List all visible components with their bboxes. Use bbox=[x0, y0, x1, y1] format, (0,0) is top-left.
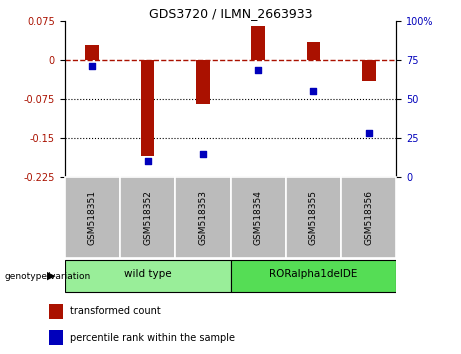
Point bbox=[310, 88, 317, 94]
Bar bbox=[48, 304, 63, 319]
Bar bbox=[48, 330, 63, 345]
Text: GSM518355: GSM518355 bbox=[309, 190, 318, 245]
Text: ▶: ▶ bbox=[47, 271, 55, 281]
FancyBboxPatch shape bbox=[230, 177, 286, 258]
Text: GSM518356: GSM518356 bbox=[364, 190, 373, 245]
Bar bbox=[251, 27, 265, 60]
FancyBboxPatch shape bbox=[175, 177, 230, 258]
Bar bbox=[85, 45, 99, 60]
Point bbox=[144, 159, 151, 164]
Text: GSM518353: GSM518353 bbox=[198, 190, 207, 245]
Point bbox=[89, 64, 96, 69]
Text: GSM518351: GSM518351 bbox=[88, 190, 97, 245]
FancyBboxPatch shape bbox=[341, 177, 396, 258]
Point bbox=[365, 131, 372, 136]
Bar bbox=[196, 60, 210, 104]
FancyBboxPatch shape bbox=[65, 177, 120, 258]
Text: GSM518352: GSM518352 bbox=[143, 190, 152, 245]
Bar bbox=[141, 60, 154, 156]
Bar bbox=[362, 60, 376, 81]
FancyBboxPatch shape bbox=[65, 260, 230, 292]
Text: transformed count: transformed count bbox=[70, 306, 160, 316]
Point bbox=[254, 67, 262, 72]
FancyBboxPatch shape bbox=[286, 177, 341, 258]
Text: GSM518354: GSM518354 bbox=[254, 190, 263, 245]
Text: wild type: wild type bbox=[124, 269, 171, 279]
Point bbox=[199, 151, 207, 156]
FancyBboxPatch shape bbox=[230, 260, 396, 292]
Title: GDS3720 / ILMN_2663933: GDS3720 / ILMN_2663933 bbox=[149, 7, 312, 20]
Bar bbox=[307, 42, 320, 60]
Text: RORalpha1delDE: RORalpha1delDE bbox=[269, 269, 358, 279]
Text: genotype/variation: genotype/variation bbox=[5, 272, 91, 281]
Text: percentile rank within the sample: percentile rank within the sample bbox=[70, 333, 235, 343]
FancyBboxPatch shape bbox=[120, 177, 175, 258]
